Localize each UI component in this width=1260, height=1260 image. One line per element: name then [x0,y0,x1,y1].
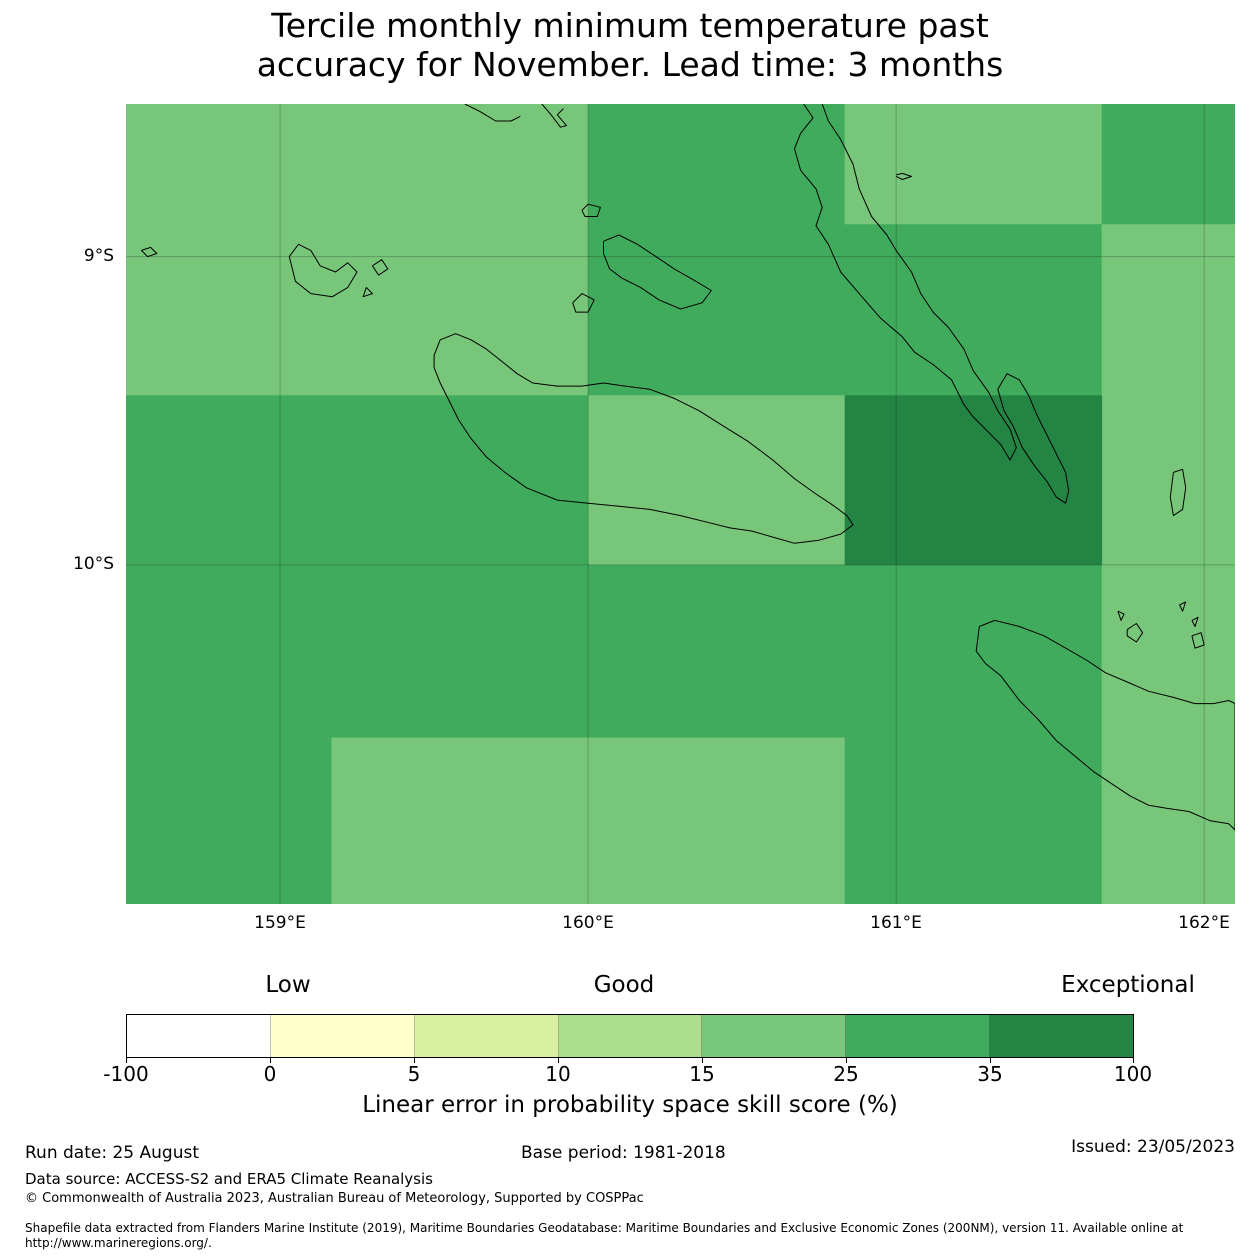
skill-map [126,104,1235,904]
coastline [1191,632,1205,649]
category-good: Good [593,972,655,998]
base-period: Base period: 1981-2018 [521,1143,726,1163]
colorbar-segment [414,1015,559,1057]
colorbar-segment [702,1015,847,1057]
skill-cell [331,737,846,904]
colorbar-segment [990,1015,1134,1057]
skill-cell [844,224,1103,396]
skill-cell [1101,224,1235,566]
skill-cell [588,104,846,396]
coastline [371,259,389,276]
colorbar-segment [127,1015,271,1057]
skill-cell [126,564,1103,739]
colorbar [126,1014,1134,1058]
coastline [581,203,601,217]
category-low: Low [265,972,311,998]
colorbar-tickmark [270,1058,271,1063]
copyright: © Commonwealth of Australia 2023, Austra… [25,1191,644,1206]
lon-label-161e: 161°E [870,913,922,933]
colorbar-tickmark [558,1058,559,1063]
skill-cell [1101,564,1235,904]
colorbar-tick-label: 25 [833,1062,859,1086]
colorbar-tick-label: 35 [977,1062,1003,1086]
colorbar-tickmark [414,1058,415,1063]
shapefile-credit-line-1: Shapefile data extracted from Flanders M… [25,1221,1184,1235]
colorbar-tick-label: -100 [103,1062,149,1086]
lon-label-160e: 160°E [562,913,614,933]
skill-cell [844,395,1103,566]
title-line-2: accuracy for November. Lead time: 3 mont… [256,45,1004,84]
colorbar-segment [270,1015,415,1057]
map-canvas [126,104,1235,904]
coastline [541,104,567,128]
skill-cell [126,737,332,904]
lon-label-159e: 159°E [254,913,306,933]
colorbar-tickmark [1133,1058,1134,1063]
colorbar-tick-label: 15 [689,1062,715,1086]
skill-cell [1101,104,1235,225]
coastline [1126,623,1144,643]
coastline [1191,616,1199,627]
coastlines [141,104,1235,831]
colorbar-label: Linear error in probability space skill … [362,1092,898,1118]
lat-label-10s: 10°S [73,554,114,574]
graticule [126,104,1235,904]
run-date: Run date: 25 August [25,1143,199,1163]
colorbar-tickmark [846,1058,847,1063]
skill-cell [126,104,589,396]
colorbar-tick-label: 100 [1113,1062,1153,1086]
lon-label-162e: 162°E [1178,913,1230,933]
coastline [997,373,1070,504]
skill-cells [126,104,1235,904]
coastline [1179,601,1187,612]
skill-cell [588,395,846,566]
coastline [1117,610,1125,621]
colorbar-tick-label: 0 [263,1062,277,1086]
shapefile-credit-line-2: http://www.marineregions.org/. [25,1236,212,1250]
issued-date: Issued: 23/05/2023 [1071,1137,1235,1157]
skill-cell [844,104,1103,225]
category-exceptional: Exceptional [1061,972,1195,998]
coastline [433,333,854,544]
chart-title: Tercile monthly minimum temperature past… [0,6,1260,84]
data-source: Data source: ACCESS-S2 and ERA5 Climate … [25,1170,433,1188]
colorbar-tickmark [126,1058,127,1063]
title-line-1: Tercile monthly minimum temperature past [271,6,989,45]
coastline [975,619,1235,831]
coastline [362,287,373,298]
colorbar-tickmark [990,1058,991,1063]
coastline [895,172,912,180]
lat-label-9s: 9°S [83,246,114,266]
colorbar-tick-label: 10 [545,1062,571,1086]
colorbar-segment [558,1015,703,1057]
coastline [572,293,595,313]
skill-cell [844,737,1103,904]
coastline [1169,468,1187,517]
colorbar-tickmark [702,1058,703,1063]
coastline [464,104,521,122]
skill-cell [126,395,589,566]
coastline [794,104,1017,461]
colorbar-segment [846,1015,991,1057]
colorbar-tick-label: 5 [407,1062,421,1086]
coastline [603,234,712,310]
coastline [288,243,358,298]
coastline [141,246,158,258]
